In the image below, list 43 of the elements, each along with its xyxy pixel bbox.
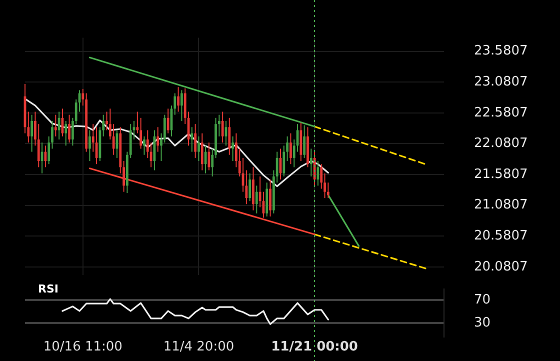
candlestick <box>177 86 180 112</box>
candlestick <box>30 114 34 152</box>
chart-title: RSI <box>38 282 58 296</box>
candlestick <box>54 114 57 137</box>
y-tick-label: 30 <box>474 315 491 330</box>
candlestick <box>143 136 146 156</box>
x-tick-label: 10/16 11:00 <box>43 339 122 354</box>
candlestick <box>198 136 200 162</box>
candlestick <box>310 148 312 177</box>
candlestick <box>228 117 231 156</box>
candlestick <box>320 164 323 190</box>
candlestick <box>68 114 70 144</box>
candlestick <box>200 132 204 171</box>
candlestick <box>232 136 234 162</box>
y-tick-label: 70 <box>474 292 491 308</box>
y-tick-label: 20.5807 <box>474 228 528 244</box>
candlestick <box>88 130 91 162</box>
candlestick <box>255 185 258 214</box>
candlestick <box>37 124 40 168</box>
candlestick <box>282 145 286 177</box>
y-tick-label: 22.0807 <box>474 136 528 152</box>
candlestick <box>180 90 183 122</box>
candlestick <box>303 124 306 158</box>
candlestick <box>64 120 68 146</box>
candlestick <box>290 132 292 165</box>
y-tick-label: 23.5807 <box>474 44 528 59</box>
candlestick <box>194 124 197 158</box>
candlestick <box>269 179 272 217</box>
candlestick <box>58 111 60 140</box>
candlestick <box>44 145 47 168</box>
candlestick <box>190 126 194 152</box>
x-tick-label: 11/4 20:00 <box>163 339 234 354</box>
candlestick <box>248 172 252 202</box>
y-tick-label: 22.5807 <box>474 105 528 120</box>
candlestick <box>156 126 160 152</box>
candlestick <box>221 111 224 144</box>
x-tick-label: 11/21 00:00 <box>271 339 358 354</box>
y-tick-label: 20.0807 <box>474 259 528 274</box>
candlestick <box>166 108 170 134</box>
y-tick-label: 23.0807 <box>474 74 528 90</box>
y-tick-label: 21.0807 <box>474 198 528 213</box>
y-tick-label: 21.5807 <box>474 166 528 182</box>
candlestick <box>112 124 115 156</box>
